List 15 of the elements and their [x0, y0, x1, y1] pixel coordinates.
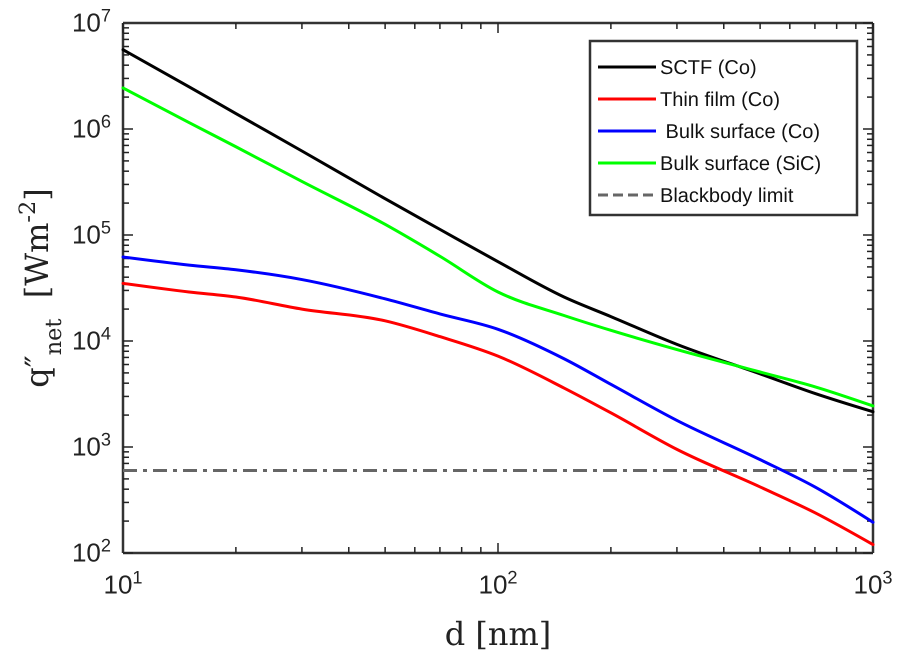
x-tick-label: 10$^{1}$	[103, 567, 143, 600]
y-tick-label: 10$^{7}$	[72, 5, 111, 38]
x-axis-title: d [nm]	[444, 615, 552, 653]
y-tick-label: 10$^{6}$	[72, 111, 111, 144]
x-tick-label: 10$^{2}$	[478, 567, 518, 600]
y-tick-label: 10$^{3}$	[72, 429, 111, 462]
y-tick-label: 10$^{2}$	[72, 535, 111, 568]
legend-label: SCTF (Co)	[660, 57, 757, 79]
x-tick-label: 10$^{3}$	[853, 567, 893, 600]
legend-label: Bulk surface (Co)	[660, 121, 820, 143]
legend-label: Thin film (Co)	[660, 89, 780, 111]
legend-label: Bulk surface (SiC)	[660, 153, 822, 175]
y-tick-label: 10$^{5}$	[72, 217, 111, 250]
y-tick-label: 10$^{4}$	[72, 323, 111, 356]
legend-label: Blackbody limit	[660, 185, 794, 207]
